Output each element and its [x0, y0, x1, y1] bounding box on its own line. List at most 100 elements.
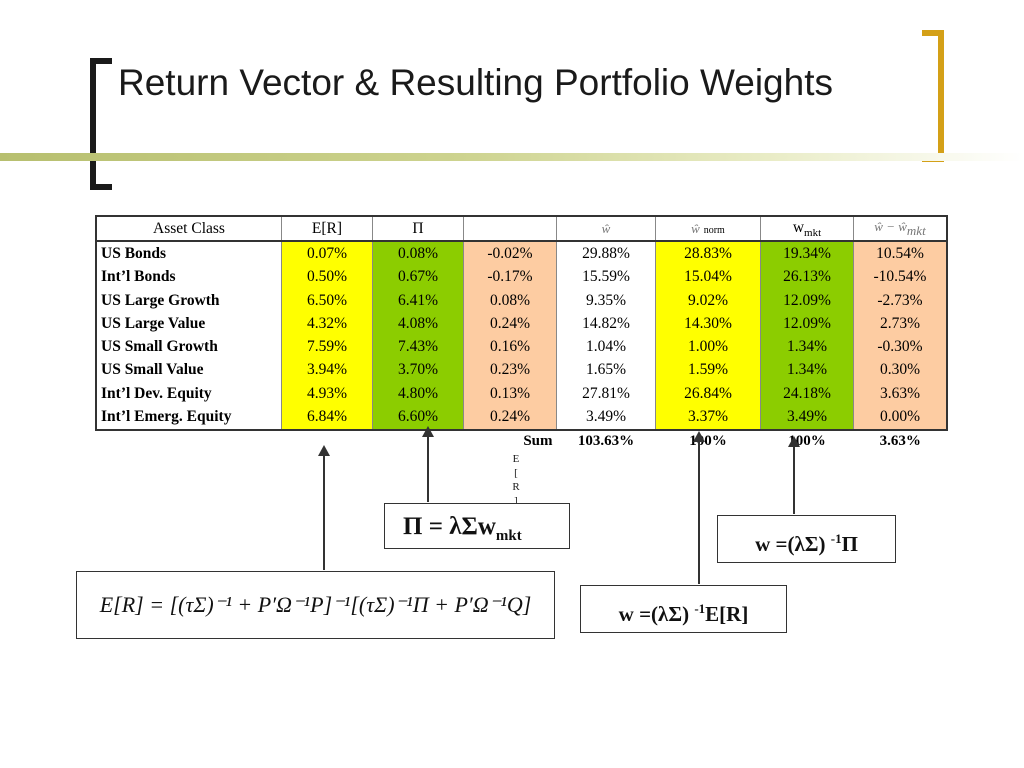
table-row: US Large Growth 6.50% 6.41% 0.08% 9.35% 9.02%…: [95, 288, 948, 313]
cell-w-hat: 29.88%: [556, 241, 656, 266]
header-pi: Π: [372, 214, 464, 243]
cell-w-diff: 0.00%: [853, 405, 948, 431]
header-asset-class: Asset Class: [95, 214, 282, 243]
cell-asset: Int’l Emerg. Equity: [95, 405, 282, 431]
table-header-row: Asset Class E[R] Π ŵ ŵ norm wmkt ŵ − ŵmk…: [95, 214, 948, 243]
header-w-minus-w-mkt: ŵ − ŵmkt: [853, 214, 948, 243]
er-formula: E[R] = [(τΣ)⁻¹ + P′Ω⁻¹P]⁻¹[(τΣ)⁻¹Π + P′Ω…: [99, 592, 532, 617]
arrow-to-er-column: [318, 445, 330, 570]
stray-letters: E [ R]: [511, 452, 521, 508]
title-bracket-right: [922, 30, 944, 162]
cell-w-mkt: 3.49%: [760, 405, 854, 431]
cell-w-hat: 27.81%: [556, 382, 656, 406]
sum-label: Sum: [523, 433, 553, 450]
cell-w-hat: 1.04%: [556, 335, 656, 359]
cell-diff: -0.02%: [463, 241, 557, 266]
cell-diff: 0.16%: [463, 335, 557, 359]
cell-w-hat: 15.59%: [556, 265, 656, 289]
cell-pi: 0.08%: [372, 241, 464, 266]
header-w-mkt: wmkt: [760, 214, 854, 243]
stray-letter: R: [512, 481, 520, 493]
cell-w-diff: -10.54%: [853, 265, 948, 289]
table-row: US Small Growth 7.59% 7.43% 0.16% 1.04% 1.00%…: [95, 335, 948, 359]
cell-w-hat-norm: 9.02%: [655, 288, 761, 313]
cell-pi: 4.08%: [372, 312, 464, 336]
cell-w-diff: 0.30%: [853, 358, 948, 383]
cell-w-diff: 3.63%: [853, 382, 948, 406]
cell-w-mkt: 12.09%: [760, 312, 854, 336]
sum-w: 103.63%: [577, 433, 635, 450]
cell-diff: 0.08%: [463, 288, 557, 313]
cell-w-mkt: 1.34%: [760, 335, 854, 359]
sum-empty-1: [96, 430, 282, 453]
cell-w-mkt: 12.09%: [760, 288, 854, 313]
stray-letter: [: [514, 467, 518, 479]
w-hat-symbol: ŵ: [601, 220, 611, 236]
w-from-pi-formula: w =(λΣ): [755, 532, 831, 556]
header-w-hat-norm: ŵ norm: [655, 214, 761, 243]
w-from-pi-tail: Π: [841, 532, 858, 556]
table-row: US Bonds 0.07% 0.08% -0.02% 29.88% 28.83% 19.3…: [95, 241, 948, 266]
sum-row: Sum 103.63% 100% 100% 3.63%: [96, 430, 947, 453]
cell-asset: US Large Value: [95, 312, 282, 336]
header-er: E[R]: [281, 214, 373, 243]
cell-er: 0.50%: [281, 265, 373, 289]
cell-diff: 0.24%: [463, 312, 557, 336]
cell-asset: US Small Growth: [95, 335, 282, 359]
pi-formula-box: Π = λΣwmkt: [384, 503, 570, 549]
cell-w-hat-norm: 26.84%: [655, 382, 761, 406]
cell-w-hat-norm: 1.59%: [655, 358, 761, 383]
w-mkt-subscript: mkt: [804, 226, 822, 239]
w-minus-subscript: mkt: [906, 223, 926, 239]
cell-er: 4.93%: [281, 382, 373, 406]
table-row: Int’l Dev. Equity 4.93% 4.80% 0.13% 27.81% 26…: [95, 382, 948, 406]
cell-pi: 7.43%: [372, 335, 464, 359]
header-w-hat: ŵ: [556, 214, 656, 243]
cell-pi: 6.41%: [372, 288, 464, 313]
w-minus-symbol: ŵ − ŵ: [874, 219, 907, 235]
cell-w-diff: -2.73%: [853, 288, 948, 313]
cell-w-diff: 10.54%: [853, 241, 948, 266]
cell-er: 6.84%: [281, 405, 373, 431]
stray-letter: E: [512, 453, 520, 465]
cell-er: 7.59%: [281, 335, 373, 359]
cell-pi: 0.67%: [372, 265, 464, 289]
title-bracket-left: [90, 58, 112, 190]
table-row: US Small Value 3.94% 3.70% 0.23% 1.65% 1.59% 1…: [95, 358, 948, 383]
cell-w-hat-norm: 15.04%: [655, 265, 761, 289]
er-formula-box: E[R] = [(τΣ)⁻¹ + P′Ω⁻¹P]⁻¹[(τΣ)⁻¹Π + P′Ω…: [76, 571, 555, 639]
w-from-er-formula-box: w =(λΣ) -1E[R]: [580, 585, 787, 633]
cell-diff: 0.13%: [463, 382, 557, 406]
sum-w-norm: 100%: [689, 433, 727, 450]
cell-asset: US Small Value: [95, 358, 282, 383]
header-diff: [463, 214, 557, 243]
title-underline-stripe: [0, 153, 1024, 161]
table-row: Int’l Emerg. Equity 6.84% 6.60% 0.24% 3.49% 3…: [95, 405, 948, 431]
cell-w-mkt: 1.34%: [760, 358, 854, 383]
cell-w-diff: 2.73%: [853, 312, 948, 336]
stray-letter: ]: [514, 495, 518, 507]
arrow-to-w-hat-norm-column: [693, 431, 705, 584]
cell-w-mkt: 24.18%: [760, 382, 854, 406]
cell-er: 6.50%: [281, 288, 373, 313]
w-mkt-symbol: w: [792, 218, 805, 236]
arrow-to-w-mkt-column: [788, 436, 800, 514]
cell-w-hat-norm: 28.83%: [655, 241, 761, 266]
cell-w-hat: 3.49%: [556, 405, 656, 431]
slide-title: Return Vector & Resulting Portfolio Weig…: [118, 62, 833, 103]
sum-w-diff: 3.63%: [879, 433, 921, 450]
weights-table: Asset Class E[R] Π ŵ ŵ norm wmkt ŵ − ŵmk…: [95, 214, 948, 453]
cell-w-mkt: 19.34%: [760, 241, 854, 266]
w-from-er-formula: w =(λΣ): [618, 602, 695, 626]
pi-formula-subscript: mkt: [495, 528, 522, 544]
sum-empty-3: [373, 430, 464, 453]
table-row: US Large Value 4.32% 4.08% 0.24% 14.82% 14.30…: [95, 312, 948, 336]
cell-w-mkt: 26.13%: [760, 265, 854, 289]
cell-er: 0.07%: [281, 241, 373, 266]
norm-label: norm: [703, 224, 725, 236]
table-row: Int’l Bonds 0.50% 0.67% -0.17% 15.59% 15.04% 2…: [95, 265, 948, 289]
cell-diff: 0.24%: [463, 405, 557, 431]
cell-w-hat: 14.82%: [556, 312, 656, 336]
cell-er: 4.32%: [281, 312, 373, 336]
cell-pi: 3.70%: [372, 358, 464, 383]
